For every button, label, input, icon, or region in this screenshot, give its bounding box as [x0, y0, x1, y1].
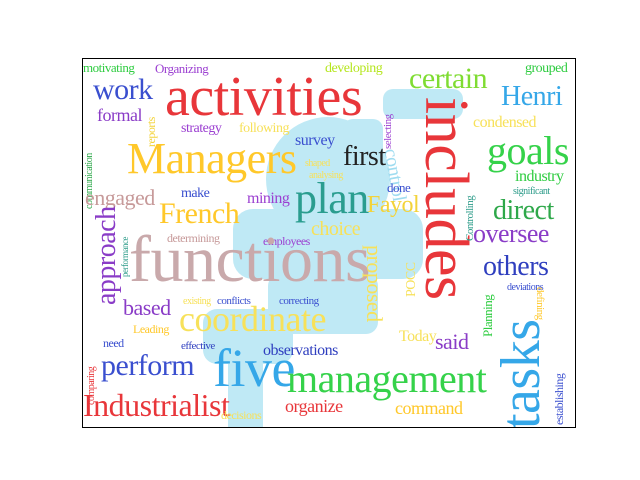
word-cloud: motivating Organizing developing grouped…	[82, 58, 576, 428]
word: observations	[263, 342, 338, 359]
word: POCC	[404, 262, 419, 297]
background-silhouette	[203, 89, 463, 427]
word: strategy	[181, 121, 222, 136]
word: following	[239, 121, 289, 136]
word: work	[93, 73, 153, 106]
word: Managers	[127, 134, 297, 183]
word: said	[435, 329, 469, 354]
word: conflicts	[217, 295, 251, 307]
word: significant	[513, 186, 550, 197]
word: decisions	[221, 408, 262, 422]
word: Organizing	[155, 61, 209, 76]
word: establishing	[552, 373, 566, 425]
word: grouped	[525, 61, 568, 76]
word: developing	[325, 61, 383, 76]
word: make	[181, 186, 210, 201]
word: approach	[91, 206, 122, 305]
word: motivating	[83, 60, 135, 75]
word: analysing	[309, 170, 343, 181]
word: survey	[295, 132, 335, 149]
word: existing	[183, 296, 211, 307]
word: Fayol	[367, 192, 420, 218]
word: Henri	[501, 81, 563, 112]
silhouette-shape	[383, 89, 463, 119]
silhouette-shape	[268, 274, 378, 334]
word: done	[387, 180, 411, 195]
word: first	[343, 141, 386, 172]
silhouette-shape	[233, 209, 423, 279]
word: Industrialist	[83, 387, 230, 423]
word: tasks	[490, 319, 552, 428]
word: choice	[311, 218, 361, 240]
word: command	[395, 398, 463, 418]
word: functions	[129, 223, 371, 296]
word: engaged	[85, 185, 155, 210]
word: mining	[247, 190, 290, 207]
word: proposed	[362, 245, 387, 322]
word: Leading	[133, 322, 169, 336]
silhouette-shape	[343, 119, 383, 179]
word: direct	[493, 195, 554, 226]
silhouette-shape	[203, 309, 293, 364]
word: employees	[263, 234, 310, 248]
word: management	[287, 356, 487, 401]
word: certain	[409, 62, 488, 95]
silhouette-shape	[228, 349, 263, 427]
word: Today	[399, 328, 437, 345]
word: oversee	[473, 219, 549, 248]
word: based	[123, 295, 171, 320]
word: effective	[181, 340, 215, 352]
word: defining	[534, 287, 546, 320]
word: deviations	[507, 282, 544, 293]
word: need	[103, 336, 124, 350]
word: condensed	[473, 114, 537, 131]
word: formal	[97, 105, 142, 125]
word: goals	[487, 128, 569, 173]
word: correcting	[279, 295, 319, 307]
word: others	[483, 251, 549, 282]
word: French	[159, 197, 240, 230]
word: plan	[295, 174, 369, 223]
word: five	[213, 338, 295, 398]
word: organize	[285, 396, 343, 416]
word: shaped	[305, 158, 330, 169]
word: coordinate	[179, 299, 326, 339]
word: industry	[515, 168, 564, 185]
word: determining	[167, 231, 220, 245]
word: perform	[101, 349, 195, 382]
word: activities	[165, 66, 363, 128]
